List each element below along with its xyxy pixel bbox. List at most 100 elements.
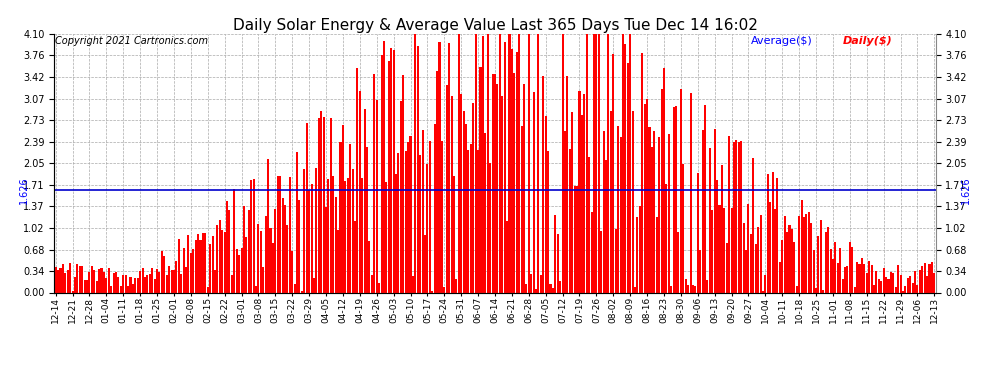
- Bar: [820, 220, 822, 292]
- Bar: [388, 61, 390, 292]
- Bar: [711, 210, 713, 292]
- Bar: [682, 164, 684, 292]
- Bar: [429, 141, 431, 292]
- Bar: [844, 267, 846, 292]
- Bar: [412, 276, 414, 292]
- Bar: [402, 75, 404, 292]
- Bar: [719, 205, 721, 292]
- Bar: [301, 291, 303, 292]
- Bar: [731, 208, 733, 292]
- Bar: [345, 181, 346, 292]
- Bar: [728, 136, 731, 292]
- Bar: [716, 180, 718, 292]
- Bar: [246, 237, 248, 292]
- Bar: [489, 163, 491, 292]
- Bar: [516, 52, 518, 292]
- Bar: [655, 217, 657, 292]
- Bar: [125, 275, 127, 292]
- Bar: [742, 223, 744, 292]
- Bar: [182, 248, 184, 292]
- Bar: [76, 264, 78, 292]
- Bar: [238, 255, 241, 292]
- Bar: [306, 123, 308, 292]
- Bar: [120, 286, 122, 292]
- Bar: [385, 183, 387, 292]
- Bar: [436, 71, 439, 292]
- Bar: [801, 200, 803, 292]
- Bar: [108, 268, 110, 292]
- Bar: [153, 279, 155, 292]
- Bar: [407, 142, 409, 292]
- Bar: [873, 285, 875, 292]
- Bar: [279, 176, 281, 292]
- Bar: [897, 265, 899, 292]
- Bar: [776, 178, 778, 292]
- Bar: [380, 56, 382, 292]
- Bar: [699, 249, 701, 292]
- Bar: [547, 151, 549, 292]
- Bar: [665, 184, 667, 292]
- Bar: [61, 264, 64, 292]
- Bar: [291, 251, 293, 292]
- Bar: [69, 264, 71, 292]
- Bar: [185, 267, 187, 292]
- Bar: [241, 248, 243, 292]
- Bar: [904, 286, 907, 292]
- Bar: [675, 106, 677, 292]
- Bar: [757, 227, 759, 292]
- Bar: [668, 134, 670, 292]
- Bar: [397, 153, 400, 292]
- Bar: [685, 279, 687, 292]
- Bar: [576, 186, 578, 292]
- Bar: [274, 209, 276, 292]
- Bar: [856, 262, 858, 292]
- Bar: [103, 272, 105, 292]
- Bar: [815, 288, 817, 292]
- Bar: [366, 147, 368, 292]
- Bar: [642, 53, 644, 292]
- Bar: [714, 129, 716, 292]
- Bar: [375, 100, 378, 292]
- Bar: [383, 41, 385, 292]
- Bar: [573, 186, 576, 292]
- Bar: [132, 284, 134, 292]
- Bar: [236, 249, 238, 292]
- Bar: [419, 155, 421, 292]
- Bar: [724, 208, 726, 292]
- Bar: [554, 215, 556, 292]
- Bar: [371, 275, 373, 292]
- Bar: [487, 34, 489, 292]
- Bar: [687, 285, 689, 292]
- Bar: [561, 34, 563, 292]
- Bar: [608, 34, 610, 292]
- Bar: [151, 268, 153, 292]
- Bar: [600, 231, 602, 292]
- Bar: [868, 261, 870, 292]
- Bar: [453, 176, 455, 292]
- Bar: [224, 232, 226, 292]
- Bar: [914, 272, 916, 292]
- Bar: [846, 266, 848, 292]
- Bar: [858, 264, 860, 292]
- Bar: [190, 254, 192, 292]
- Bar: [752, 158, 754, 292]
- Bar: [766, 174, 769, 292]
- Bar: [806, 214, 808, 292]
- Bar: [325, 207, 327, 292]
- Bar: [603, 131, 605, 292]
- Bar: [535, 289, 537, 292]
- Bar: [219, 220, 221, 292]
- Bar: [477, 150, 479, 292]
- Bar: [79, 266, 81, 292]
- Bar: [311, 184, 313, 292]
- Bar: [64, 273, 66, 292]
- Bar: [316, 168, 318, 292]
- Bar: [349, 144, 351, 292]
- Bar: [499, 34, 501, 292]
- Bar: [830, 249, 832, 292]
- Bar: [823, 291, 825, 292]
- Bar: [460, 94, 462, 292]
- Bar: [533, 92, 535, 292]
- Bar: [221, 230, 224, 292]
- Bar: [639, 206, 641, 292]
